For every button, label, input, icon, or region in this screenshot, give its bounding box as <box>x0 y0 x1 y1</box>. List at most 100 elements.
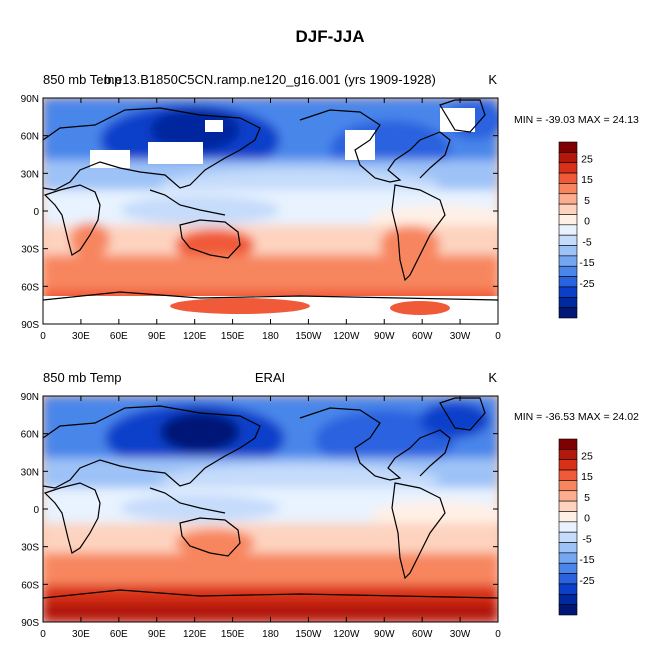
colorbar-label: 25 <box>581 154 593 166</box>
bottom-center-title: ERAI <box>255 370 285 385</box>
colorbar-label: -15 <box>579 554 594 566</box>
x-tick-label: 90E <box>148 331 166 342</box>
colorbar-label: 15 <box>581 471 593 483</box>
x-tick-label: 120E <box>183 331 207 342</box>
y-tick-label: 60S <box>21 580 39 591</box>
x-tick-label: 150E <box>221 629 245 640</box>
bottom-coastlines <box>43 397 498 599</box>
colorbar-swatch <box>558 583 578 595</box>
colorbar-label: 15 <box>581 174 593 186</box>
colorbar-swatch <box>558 255 578 267</box>
x-tick-label: 120E <box>183 629 207 640</box>
x-tick-label: 0 <box>495 629 501 640</box>
x-tick-label: 60E <box>110 629 128 640</box>
top-min-max: MIN = -39.03 MAX = 24.13 <box>514 114 639 126</box>
colorbar-swatch <box>558 469 578 481</box>
x-tick-label: 30W <box>450 331 471 342</box>
x-tick-label: 120W <box>333 629 360 640</box>
x-tick-label: 0 <box>495 331 501 342</box>
colorbar-label: -25 <box>579 278 594 290</box>
top-units: K <box>488 72 497 87</box>
y-tick-label: 90N <box>21 392 39 403</box>
colorbar-label: 0 <box>584 513 590 525</box>
x-tick-label: 60W <box>412 331 433 342</box>
x-tick-label: 0 <box>40 331 46 342</box>
x-tick-label: 30E <box>72 629 90 640</box>
colorbar-swatch <box>558 490 578 502</box>
y-tick-label: 60N <box>21 430 39 441</box>
colorbar-swatch <box>558 438 578 450</box>
bottom-colorbar: 25 15 5 0 -5 -15 -25 <box>558 438 595 616</box>
top-center-title: b.e13.B1850C5CN.ramp.ne120_g16.001 (yrs … <box>104 72 436 87</box>
colorbar-swatch <box>558 307 578 319</box>
bottom-x-axis: 0 30E 60E 90E 120E 150E 180 150W 120W 90W 60W 30W 0 <box>40 396 501 640</box>
x-tick-label: 0 <box>40 629 46 640</box>
colorbar-swatch <box>558 214 578 226</box>
colorbar-swatch <box>558 593 578 605</box>
colorbar-swatch <box>558 152 578 164</box>
y-tick-label: 90N <box>21 94 39 105</box>
colorbar-swatch <box>558 265 578 277</box>
colorbar-swatch <box>558 531 578 543</box>
colorbar-swatch <box>558 224 578 236</box>
x-tick-label: 60E <box>110 331 128 342</box>
y-tick-label: 0 <box>33 505 39 516</box>
top-colorbar: 25 15 5 0 -5 -15 -25 <box>558 141 595 319</box>
colorbar-label: 5 <box>584 195 590 207</box>
colorbar-label: 5 <box>584 492 590 504</box>
x-tick-label: 150W <box>295 331 322 342</box>
x-tick-label: 30E <box>72 331 90 342</box>
colorbar-swatch <box>558 162 578 174</box>
colorbar-swatch <box>558 480 578 492</box>
y-tick-label: 90S <box>21 320 39 331</box>
y-tick-label: 30S <box>21 543 39 554</box>
x-tick-label: 90E <box>148 629 166 640</box>
x-tick-label: 90W <box>374 629 395 640</box>
bottom-panel: 850 mb Temp ERAI K MIN = -36.53 MAX = 24… <box>21 370 639 640</box>
y-tick-label: 90S <box>21 618 39 629</box>
bottom-units: K <box>488 370 497 385</box>
bottom-y-axis: 90N 60N 30N 0 30S 60S 90S <box>21 392 498 629</box>
colorbar-swatch <box>558 459 578 471</box>
y-tick-label: 30N <box>21 467 39 478</box>
colorbar-swatch <box>558 521 578 533</box>
colorbar-swatch <box>558 234 578 246</box>
colorbar-swatch <box>558 141 578 153</box>
top-map-field <box>43 98 498 324</box>
top-panel: 850 mb Temp b.e13.B1850C5CN.ramp.ne120_g… <box>21 72 639 342</box>
colorbar-label: -25 <box>579 575 594 587</box>
colorbar-swatch <box>558 296 578 308</box>
bottom-min-max: MIN = -36.53 MAX = 24.02 <box>514 411 639 423</box>
y-tick-label: 30S <box>21 245 39 256</box>
colorbar-swatch <box>558 604 578 616</box>
y-tick-label: 60S <box>21 282 39 293</box>
colorbar-label: -5 <box>582 533 591 545</box>
colorbar-swatch <box>558 286 578 298</box>
x-tick-label: 90W <box>374 331 395 342</box>
x-tick-label: 60W <box>412 629 433 640</box>
y-tick-label: 60N <box>21 132 39 143</box>
x-tick-label: 180 <box>262 331 279 342</box>
colorbar-label: 0 <box>584 216 590 228</box>
colorbar-swatch <box>558 245 578 257</box>
colorbar-swatch <box>558 500 578 512</box>
colorbar-swatch <box>558 203 578 215</box>
top-y-axis: 90N 60N 30N 0 30S 60S 90S <box>21 94 498 331</box>
colorbar-label: 25 <box>581 451 593 463</box>
x-tick-label: 120W <box>333 331 360 342</box>
colorbar-swatch <box>558 276 578 288</box>
colorbar-label: -15 <box>579 257 594 269</box>
x-tick-label: 30W <box>450 629 471 640</box>
x-tick-label: 180 <box>262 629 279 640</box>
x-tick-label: 150W <box>295 629 322 640</box>
top-coastlines <box>43 99 498 301</box>
y-tick-label: 0 <box>33 207 39 218</box>
x-tick-label: 150E <box>221 331 245 342</box>
colorbar-swatch <box>558 552 578 564</box>
colorbar-label: -5 <box>582 236 591 248</box>
colorbar-swatch <box>558 562 578 574</box>
colorbar-swatch <box>558 449 578 461</box>
bottom-left-title: 850 mb Temp <box>43 370 122 385</box>
colorbar-swatch <box>558 573 578 585</box>
